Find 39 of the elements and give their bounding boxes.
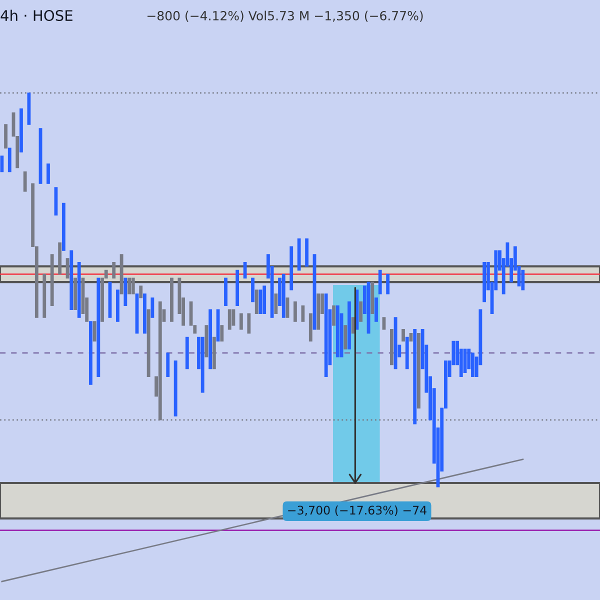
candlestick (301, 305, 305, 322)
candlestick (286, 297, 290, 318)
candlestick (243, 262, 247, 278)
candlestick (258, 290, 262, 314)
candlestick (220, 325, 224, 342)
chart-title: 4h · HOSE (0, 10, 72, 22)
text: −3,700 (−17.63%) −74 (288, 506, 426, 516)
candlestick (402, 329, 405, 342)
chart-subtitle: −800 (−4.12%) Vol5.73 M −1,350 (−6.77%) (148, 10, 423, 22)
candlestick (521, 270, 525, 290)
candlestick (150, 297, 154, 318)
candlestick (251, 278, 254, 302)
candlestick (232, 309, 236, 326)
candlestick (344, 325, 348, 350)
candlestick (228, 309, 232, 330)
candlestick (8, 148, 12, 172)
candlestick (378, 270, 382, 294)
candlestick (254, 290, 258, 314)
candlestick (463, 348, 467, 374)
candlestick (92, 321, 96, 342)
candlestick (239, 313, 243, 330)
candlestick (471, 352, 474, 377)
candlestick (139, 286, 143, 298)
candlestick (247, 313, 251, 334)
candlestick (274, 294, 278, 314)
candlestick (112, 262, 116, 278)
candlestick (23, 171, 27, 192)
candlestick (332, 305, 336, 326)
candlestick (386, 274, 390, 294)
candlestick (46, 163, 50, 184)
candlestick (374, 297, 378, 322)
candlestick (128, 278, 131, 294)
candlestick (351, 317, 355, 334)
candlestick (66, 258, 70, 278)
candlestick (0, 156, 4, 172)
candlestick (131, 278, 135, 294)
candlestick (294, 301, 297, 322)
candlestick (166, 352, 170, 377)
candlestick (382, 317, 386, 330)
